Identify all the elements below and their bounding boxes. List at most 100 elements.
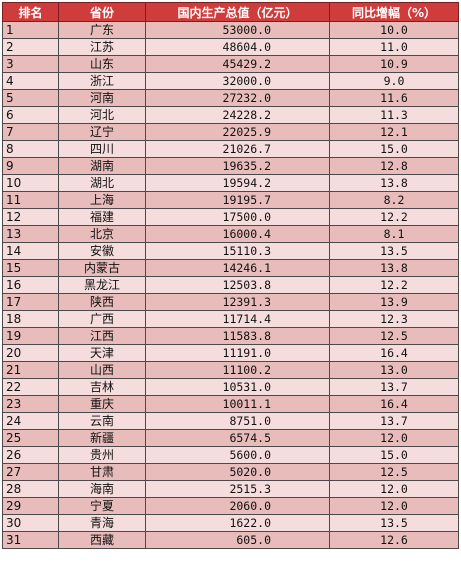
province-cell: 吉林: [58, 378, 146, 396]
rank-cell: 4: [2, 72, 59, 90]
province-cell: 天津: [58, 344, 146, 362]
province-cell: 江西: [58, 327, 146, 345]
table-row: 19 江西 11583.8 12.5: [2, 327, 459, 345]
rank-cell: 16: [2, 276, 59, 294]
growth-cell: 12.2: [329, 276, 459, 294]
province-cell: 广西: [58, 310, 146, 328]
province-cell: 广东: [58, 21, 146, 39]
rank-cell: 18: [2, 310, 59, 328]
gdp-cell: 17500.0: [145, 208, 330, 226]
table-row: 11 上海 19195.7 8.2: [2, 191, 459, 209]
rank-cell: 7: [2, 123, 59, 141]
table-row: 30 青海 1622.0 13.5: [2, 514, 459, 532]
header-row: 排名 省份 国内生产总值（亿元） 同比增幅（%）: [2, 2, 459, 22]
province-cell: 宁夏: [58, 497, 146, 515]
growth-cell: 9.0: [329, 72, 459, 90]
gdp-cell: 11714.4: [145, 310, 330, 328]
growth-cell: 11.0: [329, 38, 459, 56]
growth-cell: 8.2: [329, 191, 459, 209]
rank-cell: 15: [2, 259, 59, 277]
gdp-cell: 11583.8: [145, 327, 330, 345]
province-cell: 甘肃: [58, 463, 146, 481]
growth-cell: 13.7: [329, 412, 459, 430]
growth-cell: 12.2: [329, 208, 459, 226]
table-row: 14 安徽 15110.3 13.5: [2, 242, 459, 260]
growth-cell: 10.0: [329, 21, 459, 39]
growth-cell: 13.5: [329, 242, 459, 260]
table-row: 3 山东 45429.2 10.9: [2, 55, 459, 73]
gdp-cell: 8751.0: [145, 412, 330, 430]
gdp-cell: 12503.8: [145, 276, 330, 294]
gdp-cell: 21026.7: [145, 140, 330, 158]
rank-cell: 8: [2, 140, 59, 158]
table-row: 29 宁夏 2060.0 12.0: [2, 497, 459, 515]
province-cell: 云南: [58, 412, 146, 430]
growth-cell: 12.8: [329, 157, 459, 175]
growth-cell: 13.8: [329, 174, 459, 192]
gdp-cell: 12391.3: [145, 293, 330, 311]
gdp-cell: 11100.2: [145, 361, 330, 379]
rank-cell: 20: [2, 344, 59, 362]
province-cell: 上海: [58, 191, 146, 209]
province-cell: 山西: [58, 361, 146, 379]
growth-cell: 12.6: [329, 531, 459, 549]
growth-cell: 15.0: [329, 140, 459, 158]
province-cell: 河南: [58, 89, 146, 107]
growth-cell: 16.4: [329, 344, 459, 362]
gdp-cell: 32000.0: [145, 72, 330, 90]
gdp-cell: 19635.2: [145, 157, 330, 175]
rank-cell: 21: [2, 361, 59, 379]
province-cell: 陕西: [58, 293, 146, 311]
province-cell: 海南: [58, 480, 146, 498]
rank-cell: 13: [2, 225, 59, 243]
gdp-cell: 45429.2: [145, 55, 330, 73]
table-row: 15 内蒙古 14246.1 13.8: [2, 259, 459, 277]
gdp-cell: 16000.4: [145, 225, 330, 243]
growth-cell: 12.0: [329, 480, 459, 498]
rank-cell: 31: [2, 531, 59, 549]
province-cell: 北京: [58, 225, 146, 243]
gdp-cell: 2515.3: [145, 480, 330, 498]
table-row: 10 湖北 19594.2 13.8: [2, 174, 459, 192]
rank-cell: 12: [2, 208, 59, 226]
province-cell: 河北: [58, 106, 146, 124]
growth-cell: 12.1: [329, 123, 459, 141]
rank-cell: 29: [2, 497, 59, 515]
gdp-cell: 10011.1: [145, 395, 330, 413]
province-cell: 新疆: [58, 429, 146, 447]
header-gdp: 国内生产总值（亿元）: [145, 2, 330, 22]
gdp-cell: 53000.0: [145, 21, 330, 39]
table-row: 21 山西 11100.2 13.0: [2, 361, 459, 379]
gdp-cell: 24228.2: [145, 106, 330, 124]
rank-cell: 19: [2, 327, 59, 345]
province-cell: 安徽: [58, 242, 146, 260]
gdp-cell: 6574.5: [145, 429, 330, 447]
province-cell: 山东: [58, 55, 146, 73]
province-cell: 辽宁: [58, 123, 146, 141]
growth-cell: 12.5: [329, 327, 459, 345]
table-row: 23 重庆 10011.1 16.4: [2, 395, 459, 413]
province-cell: 重庆: [58, 395, 146, 413]
growth-cell: 12.5: [329, 463, 459, 481]
province-cell: 江苏: [58, 38, 146, 56]
province-cell: 福建: [58, 208, 146, 226]
gdp-cell: 15110.3: [145, 242, 330, 260]
growth-cell: 11.3: [329, 106, 459, 124]
growth-cell: 12.3: [329, 310, 459, 328]
gdp-cell: 605.0: [145, 531, 330, 549]
rank-cell: 14: [2, 242, 59, 260]
rank-cell: 28: [2, 480, 59, 498]
table-header: 排名 省份 国内生产总值（亿元） 同比增幅（%）: [2, 2, 459, 22]
table-row: 31 西藏 605.0 12.6: [2, 531, 459, 549]
rank-cell: 30: [2, 514, 59, 532]
header-growth: 同比增幅（%）: [329, 2, 459, 22]
gdp-cell: 48604.0: [145, 38, 330, 56]
rank-cell: 11: [2, 191, 59, 209]
table-row: 18 广西 11714.4 12.3: [2, 310, 459, 328]
growth-cell: 16.4: [329, 395, 459, 413]
gdp-cell: 1622.0: [145, 514, 330, 532]
growth-cell: 13.8: [329, 259, 459, 277]
table-row: 1 广东 53000.0 10.0: [2, 21, 459, 39]
rank-cell: 5: [2, 89, 59, 107]
table-row: 22 吉林 10531.0 13.7: [2, 378, 459, 396]
